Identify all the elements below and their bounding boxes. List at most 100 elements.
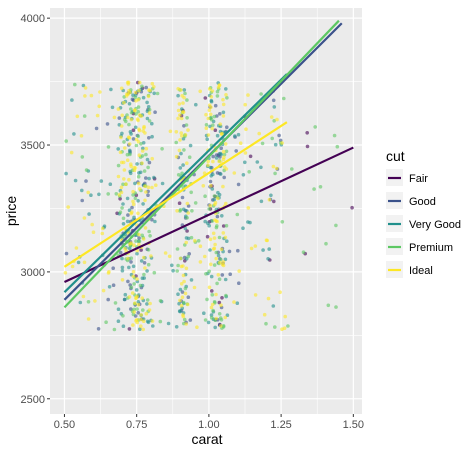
data-point [198, 260, 203, 264]
data-point [139, 142, 143, 146]
data-point [70, 264, 75, 269]
data-point [80, 198, 84, 203]
data-point [178, 298, 182, 303]
data-point [89, 193, 93, 197]
data-point [141, 308, 145, 312]
data-point [176, 93, 180, 98]
data-point [212, 236, 217, 240]
data-point [218, 122, 222, 126]
data-point [205, 234, 210, 239]
data-point [182, 279, 186, 284]
data-point [130, 291, 135, 295]
data-point [223, 277, 228, 282]
data-point [137, 128, 142, 133]
data-point [278, 290, 282, 295]
data-point [137, 153, 142, 157]
fit-line [63, 73, 288, 293]
data-point [136, 134, 140, 138]
data-point [168, 129, 173, 134]
legend-label: Ideal [409, 265, 433, 277]
data-point [146, 248, 151, 252]
data-point [180, 110, 185, 114]
data-point [80, 155, 85, 159]
data-point [129, 107, 133, 111]
data-point [217, 235, 222, 240]
data-point [128, 148, 132, 153]
data-point [174, 130, 179, 134]
data-point [75, 114, 80, 119]
data-point [125, 219, 130, 224]
data-point [104, 320, 108, 325]
data-point [147, 111, 152, 115]
data-point [350, 205, 354, 210]
data-point [223, 235, 228, 240]
data-point [259, 92, 263, 96]
data-point [219, 324, 223, 328]
data-point [151, 324, 155, 328]
data-point [130, 97, 135, 102]
data-point [182, 88, 187, 92]
data-point [121, 216, 126, 221]
data-point [139, 259, 144, 263]
data-point [179, 151, 183, 156]
data-point [218, 151, 223, 156]
data-point [201, 184, 206, 188]
data-point [145, 157, 150, 162]
data-point [244, 127, 248, 131]
data-point [134, 296, 138, 300]
data-point [301, 250, 306, 254]
data-point [131, 93, 135, 97]
data-point [207, 207, 211, 211]
data-point [150, 217, 154, 222]
data-point [253, 293, 258, 297]
data-point [99, 179, 104, 183]
data-point [129, 241, 133, 245]
data-point [141, 141, 146, 145]
data-point [277, 133, 281, 138]
data-point [266, 257, 270, 261]
data-point [91, 230, 96, 234]
data-point [198, 89, 202, 94]
data-point [209, 315, 214, 320]
data-point [237, 281, 241, 286]
data-point [137, 171, 141, 175]
data-point [189, 190, 193, 195]
data-point [87, 212, 91, 216]
data-point [221, 149, 226, 154]
data-point [214, 250, 219, 255]
data-point [272, 199, 276, 204]
data-point [208, 112, 213, 117]
data-point [127, 102, 132, 106]
data-point [129, 110, 134, 115]
data-point [185, 98, 189, 102]
data-point [121, 182, 125, 187]
data-point [224, 293, 228, 298]
fit-line [63, 121, 288, 268]
data-point [206, 221, 210, 225]
data-point [126, 115, 130, 120]
data-point [108, 182, 113, 186]
data-point [72, 132, 76, 136]
data-point [131, 202, 136, 207]
data-point [324, 241, 328, 246]
data-point [118, 150, 123, 155]
data-point [139, 317, 143, 322]
data-point [203, 219, 207, 224]
data-point [133, 108, 137, 112]
data-point [122, 117, 127, 122]
data-point [146, 320, 151, 325]
points-layer [63, 80, 354, 332]
plot-panel [50, 8, 362, 414]
data-point [120, 131, 124, 136]
data-point [203, 96, 208, 100]
data-point [198, 244, 203, 248]
data-point [171, 268, 175, 273]
data-point [184, 322, 188, 326]
data-point [195, 325, 199, 330]
data-point [146, 94, 151, 99]
data-point [127, 246, 132, 251]
data-point [109, 87, 113, 92]
data-point [142, 126, 146, 130]
data-point [121, 202, 125, 206]
data-point [178, 138, 182, 142]
